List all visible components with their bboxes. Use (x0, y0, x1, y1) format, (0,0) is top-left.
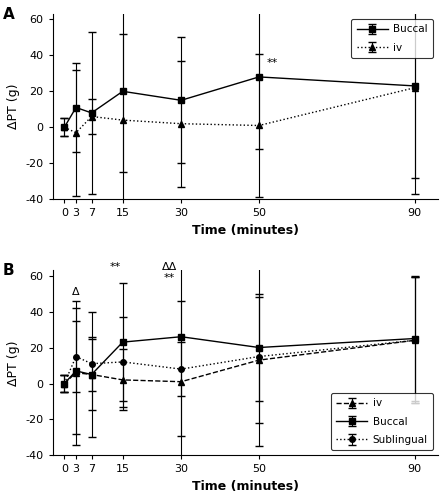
Text: **: ** (109, 262, 121, 272)
Text: B: B (3, 262, 14, 278)
X-axis label: Time (minutes): Time (minutes) (192, 224, 299, 237)
Legend: Buccal, iv: Buccal, iv (352, 19, 433, 58)
Text: **: ** (164, 272, 175, 282)
Text: ΔΔ: ΔΔ (162, 262, 177, 272)
Text: A: A (3, 6, 14, 22)
Y-axis label: ΔPT (g): ΔPT (g) (7, 84, 20, 130)
Text: Δ: Δ (72, 287, 80, 297)
Text: **: ** (267, 58, 278, 68)
Y-axis label: ΔPT (g): ΔPT (g) (7, 340, 20, 386)
Legend: iv, Buccal, Sublingual: iv, Buccal, Sublingual (331, 393, 433, 450)
X-axis label: Time (minutes): Time (minutes) (192, 480, 299, 493)
